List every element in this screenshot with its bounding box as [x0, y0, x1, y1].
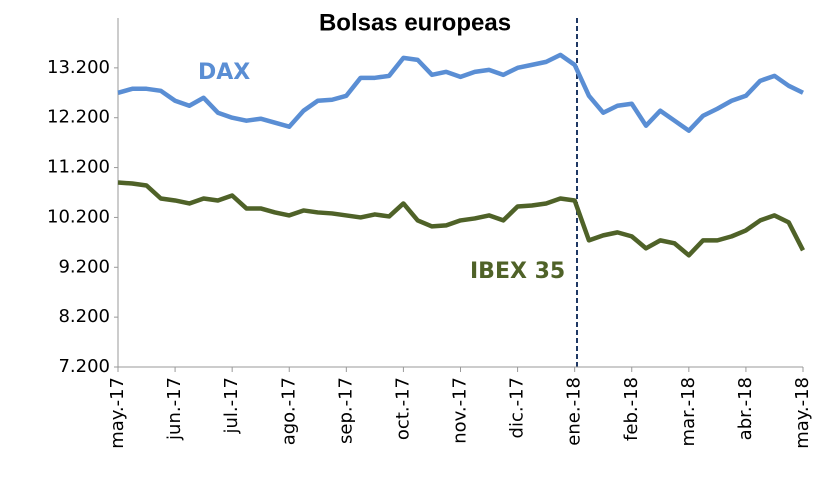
series-label: IBEX 35 [470, 259, 565, 284]
y-tick-label: 12.200 [47, 107, 110, 128]
series-label: DAX [198, 60, 250, 85]
series-line [117, 52, 804, 133]
y-tick-label: 10.200 [47, 206, 110, 227]
y-tick-label: 8.200 [58, 306, 110, 327]
x-tick-label: abr.-18 [735, 377, 756, 440]
x-tick-label: mar.-18 [678, 377, 699, 446]
x-tick-label: ago.-17 [278, 377, 299, 445]
series-line [117, 180, 806, 258]
x-tick-label: feb.-18 [621, 377, 642, 441]
x-tick-label: jun.-17 [164, 377, 185, 441]
y-tick-label: 9.200 [58, 256, 110, 277]
x-tick-label: dic.-17 [507, 377, 528, 438]
x-tick-label: nov.-17 [450, 377, 471, 444]
x-tick-label: jul.-17 [221, 377, 242, 435]
x-tick-label: sep.-17 [335, 377, 356, 444]
x-tick-label: may.-17 [107, 377, 128, 449]
x-tick-label: may.-18 [792, 377, 813, 449]
x-tick-label: ene.-18 [564, 377, 585, 446]
x-tick-label: oct.-17 [392, 377, 413, 440]
chart-title: Bolsas europeas [319, 9, 511, 36]
y-tick-label: 7.200 [58, 356, 110, 377]
y-tick-label: 11.200 [47, 157, 110, 178]
y-tick-label: 13.200 [47, 57, 110, 78]
